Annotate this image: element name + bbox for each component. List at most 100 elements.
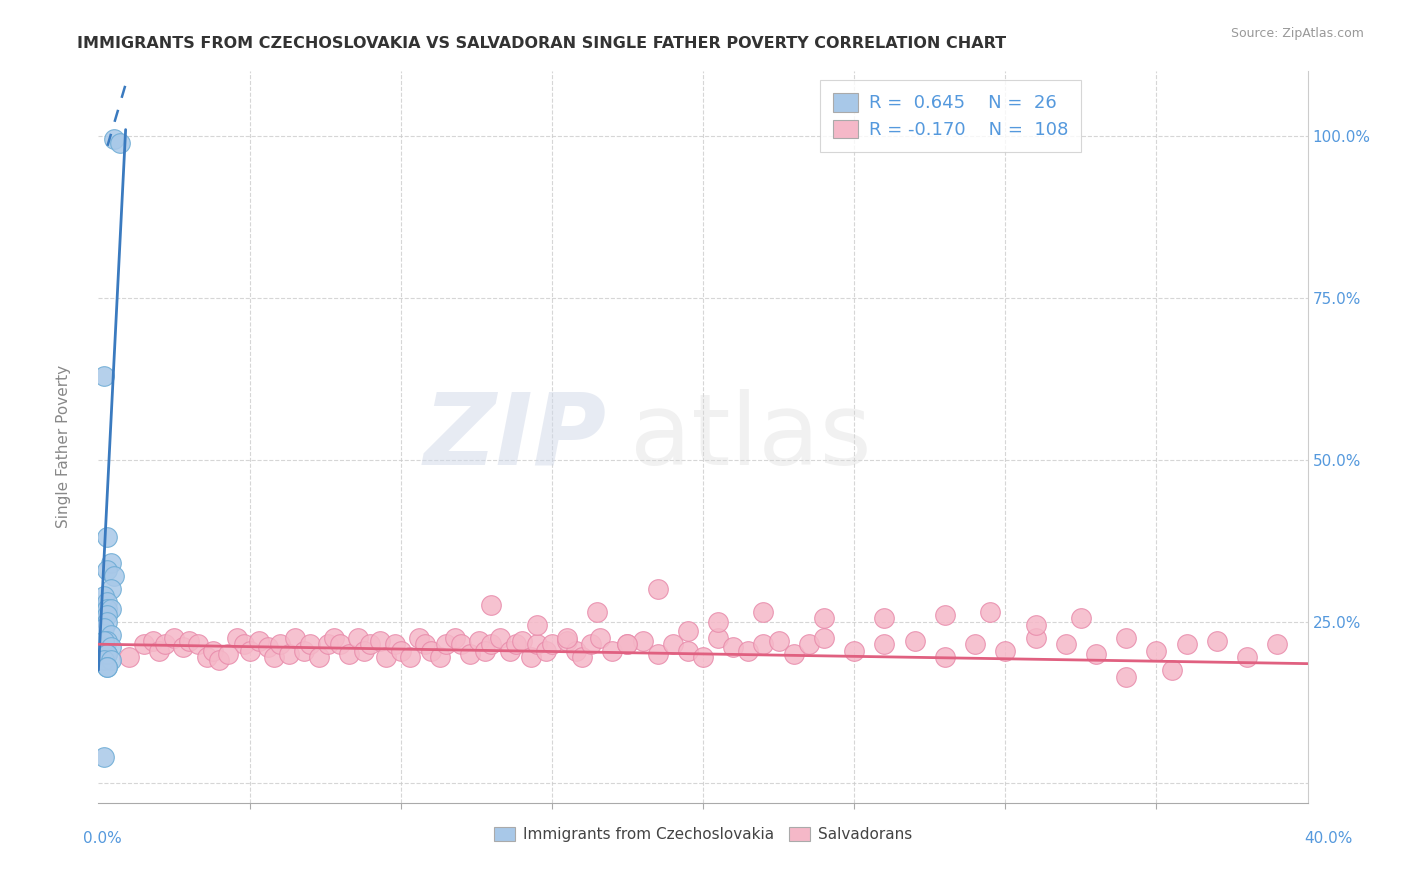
Point: [994, 643, 1017, 657]
Point: [723, 640, 745, 655]
Point: [179, 634, 201, 648]
Point: [96, 601, 118, 615]
Point: [96, 647, 118, 661]
Point: [555, 631, 578, 645]
Point: [93, 621, 115, 635]
Point: [813, 611, 835, 625]
Point: [217, 647, 239, 661]
Point: [458, 647, 481, 661]
Point: [1115, 669, 1137, 683]
Point: [308, 650, 330, 665]
Point: [616, 637, 638, 651]
Point: [707, 615, 730, 629]
Point: [1267, 637, 1289, 651]
Point: [103, 569, 125, 583]
Point: [368, 634, 391, 648]
Point: [96, 660, 118, 674]
Point: [208, 653, 231, 667]
Point: [96, 608, 118, 623]
Point: [232, 637, 254, 651]
Point: [239, 643, 262, 657]
Point: [100, 627, 122, 641]
Point: [96, 647, 118, 661]
Point: [474, 643, 496, 657]
Point: [1070, 611, 1092, 625]
Point: [498, 643, 520, 657]
Point: [481, 599, 503, 613]
Point: [329, 637, 352, 651]
Point: [93, 634, 115, 648]
Point: [534, 643, 557, 657]
Point: [284, 631, 307, 645]
Point: [1175, 637, 1198, 651]
Point: [420, 643, 443, 657]
Point: [797, 637, 820, 651]
Point: [873, 637, 896, 651]
Point: [676, 643, 699, 657]
Point: [1160, 663, 1182, 677]
Point: [93, 589, 115, 603]
Point: [752, 605, 775, 619]
Point: [1024, 617, 1046, 632]
Point: [118, 650, 141, 665]
Point: [661, 637, 683, 651]
Point: [526, 617, 548, 632]
Text: Single Father Poverty: Single Father Poverty: [56, 365, 70, 527]
Point: [163, 631, 186, 645]
Text: 0.0%: 0.0%: [83, 831, 122, 846]
Point: [413, 637, 436, 651]
Point: [489, 631, 512, 645]
Point: [96, 595, 118, 609]
Point: [873, 611, 896, 625]
Point: [269, 637, 291, 651]
Point: [93, 368, 115, 383]
Point: [389, 643, 412, 657]
Point: [172, 640, 194, 655]
Point: [100, 557, 122, 571]
Point: [100, 653, 122, 667]
Point: [93, 653, 115, 667]
Point: [292, 643, 315, 657]
Text: IMMIGRANTS FROM CZECHOSLOVAKIA VS SALVADORAN SINGLE FATHER POVERTY CORRELATION C: IMMIGRANTS FROM CZECHOSLOVAKIA VS SALVAD…: [77, 36, 1007, 51]
Point: [783, 647, 806, 661]
Point: [108, 136, 131, 150]
Point: [226, 631, 249, 645]
Point: [692, 650, 714, 665]
Point: [579, 637, 602, 651]
Point: [132, 637, 155, 651]
Point: [337, 647, 360, 661]
Point: [676, 624, 699, 639]
Point: [374, 650, 396, 665]
Point: [434, 637, 457, 651]
Point: [631, 634, 654, 648]
Point: [768, 634, 790, 648]
Point: [555, 634, 578, 648]
Point: [602, 643, 624, 657]
Point: [616, 637, 638, 651]
Point: [444, 631, 467, 645]
Text: Source: ZipAtlas.com: Source: ZipAtlas.com: [1230, 27, 1364, 40]
Point: [707, 631, 730, 645]
Point: [277, 647, 299, 661]
Point: [100, 601, 122, 615]
Point: [100, 582, 122, 597]
Point: [752, 637, 775, 651]
Point: [347, 631, 370, 645]
Point: [148, 643, 170, 657]
Point: [429, 650, 451, 665]
Text: 40.0%: 40.0%: [1305, 831, 1353, 846]
Point: [586, 605, 609, 619]
Point: [263, 650, 285, 665]
Point: [1236, 650, 1258, 665]
Point: [93, 750, 115, 764]
Point: [316, 637, 339, 651]
Point: [510, 634, 533, 648]
Point: [1054, 637, 1077, 651]
Text: atlas: atlas: [630, 389, 872, 485]
Point: [96, 634, 118, 648]
Point: [468, 634, 491, 648]
Point: [96, 563, 118, 577]
Text: ZIP: ZIP: [423, 389, 606, 485]
Point: [526, 637, 548, 651]
Point: [103, 132, 125, 146]
